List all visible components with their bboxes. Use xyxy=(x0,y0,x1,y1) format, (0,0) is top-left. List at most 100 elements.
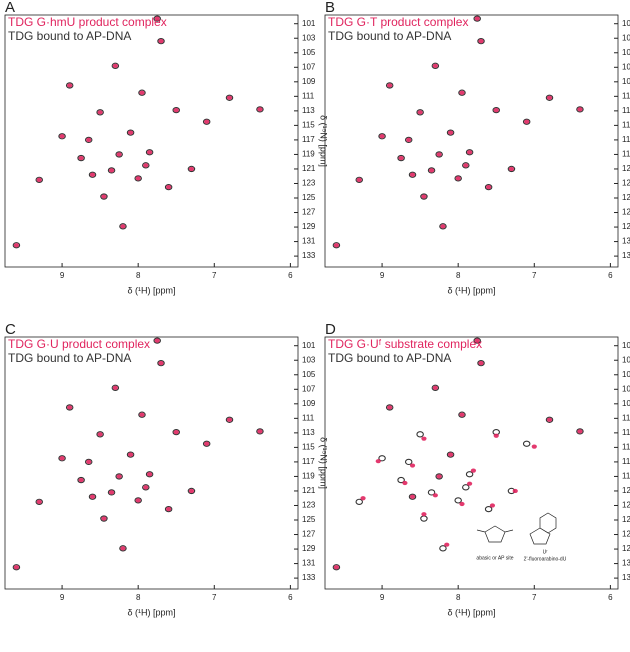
peak xyxy=(139,412,145,417)
peak xyxy=(474,16,480,21)
y-tick-label: 107 xyxy=(622,62,630,71)
peak xyxy=(459,412,465,417)
peak xyxy=(512,488,518,494)
peak xyxy=(101,194,107,199)
peak xyxy=(402,480,408,486)
peak xyxy=(409,494,416,499)
peak xyxy=(436,152,442,157)
y-tick-label: 127 xyxy=(302,530,316,539)
peak xyxy=(86,459,92,465)
y-tick-label: 133 xyxy=(302,251,316,260)
peak xyxy=(143,485,149,490)
x-tick-label: 9 xyxy=(60,271,65,280)
y-tick-label: 109 xyxy=(302,77,316,86)
x-tick-label: 6 xyxy=(608,271,613,280)
legend-entry: TDG G·U product complex xyxy=(8,337,150,351)
legend-entry: TDG G·T product complex xyxy=(328,15,468,29)
y-tick-label: 113 xyxy=(622,428,630,437)
peak xyxy=(89,172,96,177)
panel: 9 8 7 6 101 103 105 107 109 111 113 115 117 119 121 123… xyxy=(324,0,630,295)
y-tick-label: 103 xyxy=(302,33,316,42)
peak xyxy=(97,432,103,437)
panel-label: C xyxy=(5,321,16,338)
y-tick-label: 101 xyxy=(302,341,316,350)
y-axis-label: δ (¹⁵N) [ppm] xyxy=(319,115,329,167)
peak xyxy=(428,168,435,173)
x-tick-label: 9 xyxy=(60,593,65,602)
peak xyxy=(417,110,423,115)
y-tick-label: 129 xyxy=(622,222,630,231)
peak xyxy=(257,429,263,434)
x-tick-label: 7 xyxy=(532,271,537,280)
peak xyxy=(387,83,393,88)
y-tick-label: 131 xyxy=(622,559,630,568)
y-tick-label: 133 xyxy=(622,573,630,582)
peak xyxy=(333,243,340,248)
peak xyxy=(143,163,149,168)
peak xyxy=(404,458,413,466)
y-tick-label: 117 xyxy=(302,457,315,466)
peak xyxy=(531,444,537,449)
peak xyxy=(465,471,474,478)
peak xyxy=(120,224,126,229)
x-axis-label: δ (¹H) [ppm] xyxy=(447,285,495,295)
legend-entry: TDG bound to AP-DNA xyxy=(8,29,131,43)
peak xyxy=(397,476,405,484)
peak xyxy=(173,108,179,113)
peak xyxy=(36,177,42,182)
peak xyxy=(226,417,233,422)
y-tick-label: 115 xyxy=(302,120,315,129)
peak xyxy=(484,505,493,513)
y-tick-label: 103 xyxy=(622,33,630,42)
y-tick-label: 131 xyxy=(302,559,316,568)
y-tick-label: 113 xyxy=(302,428,315,437)
y-tick-label: 103 xyxy=(622,355,630,364)
y-tick-label: 109 xyxy=(622,77,630,86)
y-tick-label: 127 xyxy=(622,208,630,217)
y-tick-label: 119 xyxy=(302,472,315,481)
y-axis-label: δ (¹⁵N) [ppm] xyxy=(319,437,329,489)
peak xyxy=(455,176,461,181)
peak xyxy=(375,459,381,464)
y-tick-label: 111 xyxy=(622,413,630,422)
peak xyxy=(166,185,172,190)
peak xyxy=(466,481,473,486)
peak xyxy=(379,134,385,139)
y-tick-label: 115 xyxy=(302,442,315,451)
x-tick-label: 7 xyxy=(532,593,537,602)
peak xyxy=(59,134,65,139)
y-tick-label: 109 xyxy=(302,399,316,408)
x-tick-label: 9 xyxy=(380,271,385,280)
x-tick-label: 6 xyxy=(288,593,293,602)
y-tick-label: 125 xyxy=(622,515,630,524)
peak xyxy=(59,456,65,461)
peak xyxy=(116,152,122,157)
y-tick-label: 117 xyxy=(622,457,630,466)
peak xyxy=(440,224,446,229)
peak xyxy=(139,90,145,95)
peak xyxy=(158,39,164,44)
y-tick-label: 123 xyxy=(302,179,316,188)
peak xyxy=(116,474,122,479)
y-tick-label: 129 xyxy=(302,544,316,553)
peak xyxy=(466,150,473,155)
y-tick-label: 111 xyxy=(302,413,315,422)
y-tick-label: 119 xyxy=(622,150,630,159)
y-tick-label: 121 xyxy=(622,486,630,495)
peak xyxy=(146,150,153,155)
y-tick-label: 121 xyxy=(302,486,316,495)
annotation: Uᶠ xyxy=(543,549,549,555)
y-tick-label: 129 xyxy=(622,544,630,553)
peak xyxy=(421,194,427,199)
peak xyxy=(378,455,386,462)
y-tick-label: 111 xyxy=(302,91,315,100)
x-tick-label: 6 xyxy=(288,271,293,280)
peak xyxy=(462,484,470,491)
y-tick-label: 117 xyxy=(302,135,315,144)
peak xyxy=(439,545,447,552)
peak xyxy=(36,499,42,504)
peak xyxy=(188,166,195,172)
y-tick-label: 125 xyxy=(302,515,316,524)
peak xyxy=(112,385,118,390)
